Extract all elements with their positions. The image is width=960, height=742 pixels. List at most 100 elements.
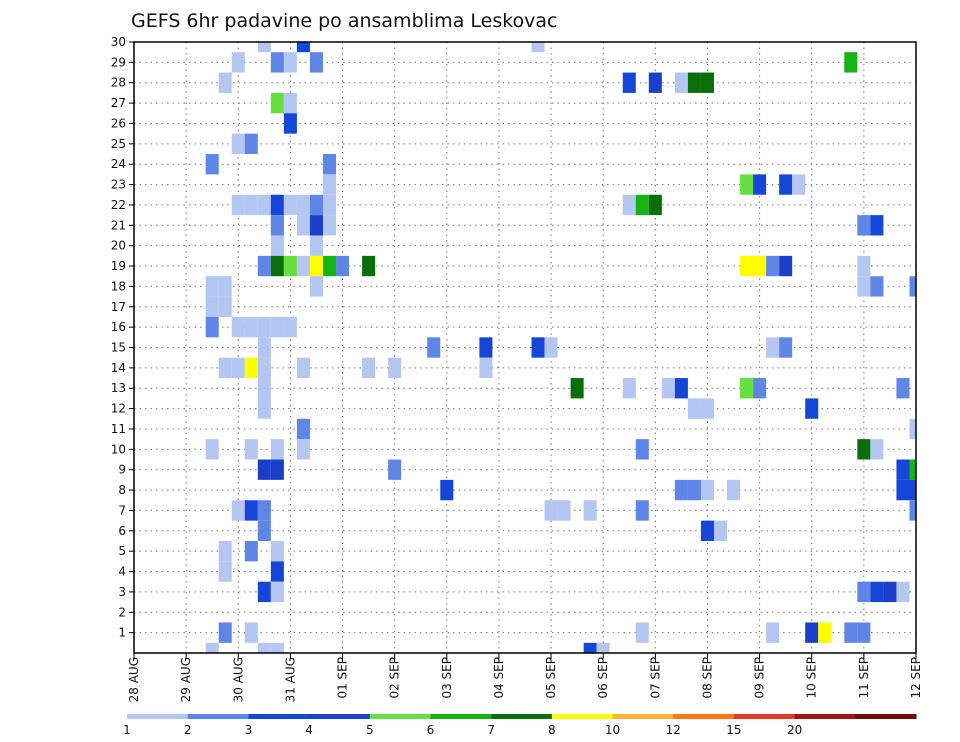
- y-tick-label: 25: [111, 137, 126, 151]
- colorbar-swatch: [127, 714, 189, 719]
- precip-cell: [896, 459, 910, 480]
- grid: [134, 42, 916, 653]
- y-tick-label: 21: [111, 218, 126, 232]
- precip-cell: [218, 296, 232, 317]
- precip-cell: [309, 194, 323, 216]
- y-tick-label: 29: [111, 55, 126, 69]
- y-tick-label: 2: [118, 605, 126, 619]
- precip-cell: [674, 378, 688, 399]
- precip-cell: [544, 337, 558, 358]
- x-tick-label: 05 SEP: [544, 657, 558, 699]
- precip-cell: [270, 235, 284, 256]
- precip-cell: [205, 439, 219, 460]
- colorbar-label: 7: [487, 723, 495, 737]
- precip-cell: [218, 540, 232, 562]
- colorbar-swatch: [733, 714, 796, 719]
- precip-cell: [283, 113, 297, 134]
- precip-cell: [818, 622, 832, 643]
- precip-cell: [336, 255, 350, 277]
- precip-cell: [270, 215, 284, 236]
- precip-cell: [857, 622, 871, 643]
- precip-cell: [244, 133, 258, 155]
- precip-cell: [870, 581, 884, 603]
- x-tick-label: 09 SEP: [753, 657, 767, 699]
- x-tick-label: 06 SEP: [596, 657, 610, 699]
- precip-cell: [322, 194, 337, 216]
- precip-cell: [257, 357, 271, 379]
- precip-cell: [766, 622, 780, 643]
- x-tick-label: 08 SEP: [700, 657, 714, 699]
- colorbar-label: 3: [245, 723, 253, 737]
- precip-cell: [388, 357, 402, 379]
- precip-cell: [440, 479, 454, 501]
- precip-cell: [596, 642, 610, 653]
- precip-cell: [857, 215, 871, 236]
- precip-cell: [896, 378, 910, 399]
- precip-cell: [844, 622, 858, 643]
- colorbar-label: 15: [726, 723, 741, 737]
- precip-cell: [479, 337, 493, 358]
- x-tick-label: 30 AUG: [231, 657, 245, 702]
- precip-cell: [231, 194, 245, 216]
- precip-cell: [244, 357, 258, 379]
- precip-cell: [870, 215, 884, 236]
- x-tick-label: 03 SEP: [440, 657, 454, 699]
- precip-cell: [257, 42, 271, 53]
- precip-cell: [700, 398, 714, 419]
- precip-cell: [231, 316, 245, 338]
- precip-cell: [909, 276, 916, 297]
- precip-cell: [766, 337, 780, 358]
- y-tick-label: 23: [111, 178, 126, 192]
- precip-cell: [674, 72, 688, 93]
- precip-cell: [909, 479, 916, 501]
- colorbar-label: 2: [184, 723, 192, 737]
- y-tick-label: 6: [118, 524, 126, 538]
- precip-cell: [322, 215, 337, 236]
- y-tick-label: 24: [111, 157, 126, 171]
- precip-cell: [270, 459, 284, 480]
- precip-cell: [270, 316, 284, 338]
- y-tick-label: 3: [118, 585, 126, 599]
- y-tick-label: 16: [111, 320, 126, 334]
- y-tick-label: 9: [118, 463, 126, 477]
- colorbar-swatch: [551, 714, 614, 719]
- precip-cell: [700, 520, 714, 541]
- precip-cell: [753, 378, 767, 399]
- colorbar-swatch: [673, 714, 735, 719]
- precip-cell: [231, 357, 245, 379]
- precip-cell: [309, 235, 323, 256]
- y-tick-label: 10: [111, 442, 126, 456]
- y-tick-label: 12: [111, 402, 126, 416]
- precip-cell: [296, 357, 310, 379]
- precip-cell: [322, 154, 337, 175]
- precip-cell: [870, 439, 884, 460]
- precip-cell: [909, 500, 916, 521]
- precip-cell: [257, 642, 271, 653]
- precip-cell: [857, 255, 871, 277]
- y-tick-label: 19: [111, 259, 126, 273]
- precip-cell: [322, 174, 337, 195]
- precip-cell: [283, 316, 297, 338]
- x-tick-label: 04 SEP: [492, 657, 506, 699]
- precip-cell: [296, 215, 310, 236]
- x-tick-label: 12 SEP: [909, 657, 923, 699]
- precip-cell: [635, 622, 649, 643]
- precip-cell: [805, 622, 819, 643]
- precip-cell: [857, 439, 871, 460]
- precip-cell: [257, 378, 271, 399]
- precip-cell: [792, 174, 806, 195]
- precip-cell: [283, 255, 297, 277]
- y-tick-label: 28: [111, 76, 126, 90]
- precip-cell: [648, 194, 662, 216]
- precip-cell: [296, 439, 310, 460]
- y-tick-label: 5: [118, 544, 126, 558]
- precip-cell: [205, 276, 219, 297]
- precip-cell: [231, 52, 245, 73]
- precip-cell: [687, 72, 701, 93]
- precip-cell: [779, 337, 793, 358]
- precip-cell: [244, 439, 258, 460]
- precip-cell: [648, 72, 662, 93]
- y-tick-label: 1: [118, 626, 126, 640]
- precip-cell: [857, 581, 871, 603]
- precip-cell: [322, 255, 337, 277]
